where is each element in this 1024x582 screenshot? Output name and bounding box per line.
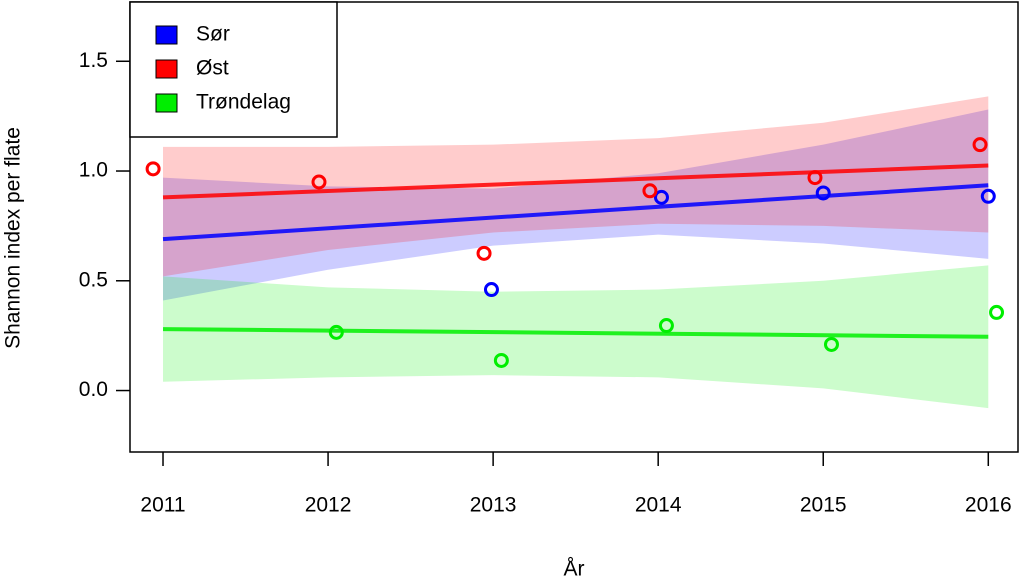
fit-line (162, 183, 989, 242)
point (989, 304, 1005, 320)
y-tick-label: 1.5 (79, 49, 108, 72)
x-tick-label: 2015 (800, 494, 847, 517)
confidence-band (163, 265, 989, 409)
point (493, 352, 509, 368)
point (658, 318, 674, 334)
fit-line (162, 327, 989, 339)
point (653, 189, 669, 205)
plot-frame (129, 1, 1019, 453)
point (476, 245, 492, 261)
point (328, 324, 344, 340)
x-tick-label: 2014 (635, 494, 682, 517)
point (483, 282, 499, 298)
legend-swatch (155, 25, 178, 45)
x-tick-label: 2012 (305, 494, 352, 517)
x-axis-title: År (564, 558, 585, 581)
legend-label: Øst (196, 57, 229, 80)
x-tick-label: 2016 (965, 494, 1012, 517)
point (145, 161, 161, 177)
point (311, 174, 327, 190)
point (807, 170, 823, 186)
point (815, 185, 831, 201)
y-tick-label: 1.0 (79, 159, 108, 182)
y-tick-label: 0.5 (79, 268, 108, 291)
legend: Sør Øst Trøndelag (129, 1, 338, 138)
legend-label: Sør (196, 23, 230, 46)
x-tick-label: 2011 (140, 494, 185, 517)
point (823, 336, 839, 352)
y-axis-title: Shannon index per flate (2, 127, 25, 349)
point (642, 183, 658, 199)
point (980, 188, 996, 204)
legend-label: Trøndelag (196, 91, 291, 114)
confidence-band (163, 109, 989, 301)
y-tick-label: 0.0 (79, 378, 108, 401)
fit-line (162, 163, 989, 200)
point (972, 137, 988, 153)
legend-swatch (155, 59, 178, 79)
confidence-band (163, 96, 989, 277)
x-tick-label: 2013 (470, 494, 517, 517)
legend-swatch (155, 93, 178, 113)
